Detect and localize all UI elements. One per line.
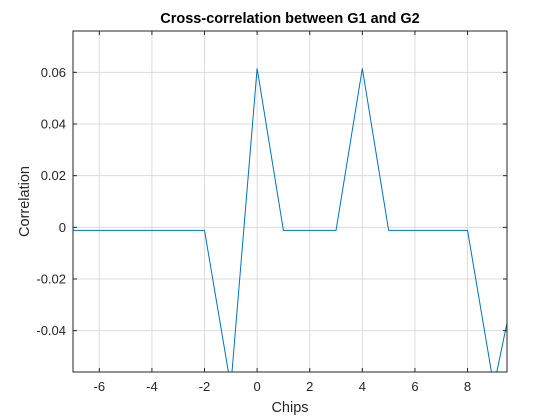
grid — [73, 31, 507, 372]
y-tick-label: -0.02 — [36, 272, 66, 287]
series-layer — [73, 68, 507, 372]
x-tick-label: 2 — [306, 379, 313, 394]
x-tick-label: 0 — [254, 379, 261, 394]
x-tick-label: -6 — [94, 379, 106, 394]
plot-frame — [72, 30, 508, 373]
x-tick-label: -2 — [199, 379, 211, 394]
x-axis-title: Chips — [271, 400, 308, 416]
x-tick-label: 6 — [411, 379, 418, 394]
x-tick-label: 8 — [464, 379, 471, 394]
ticks: -6 -4 -2 0 2 4 6 8 -0.04 -0.02 0 0.02 0.04 0.06 — [36, 31, 507, 394]
y-tick-label: 0.04 — [41, 117, 66, 132]
chart-title: Cross-correlation between G1 and G2 — [160, 11, 419, 27]
series-line — [73, 68, 507, 372]
y-axis-title: Correlation — [17, 166, 33, 237]
plot-area — [73, 31, 507, 372]
y-tick-label: 0.02 — [41, 168, 66, 183]
y-tick-label: 0 — [59, 220, 66, 235]
x-tick-label: 4 — [359, 379, 366, 394]
x-tick-label: -4 — [146, 379, 158, 394]
y-tick-label: 0.06 — [41, 65, 66, 80]
y-tick-label: -0.04 — [36, 323, 66, 338]
